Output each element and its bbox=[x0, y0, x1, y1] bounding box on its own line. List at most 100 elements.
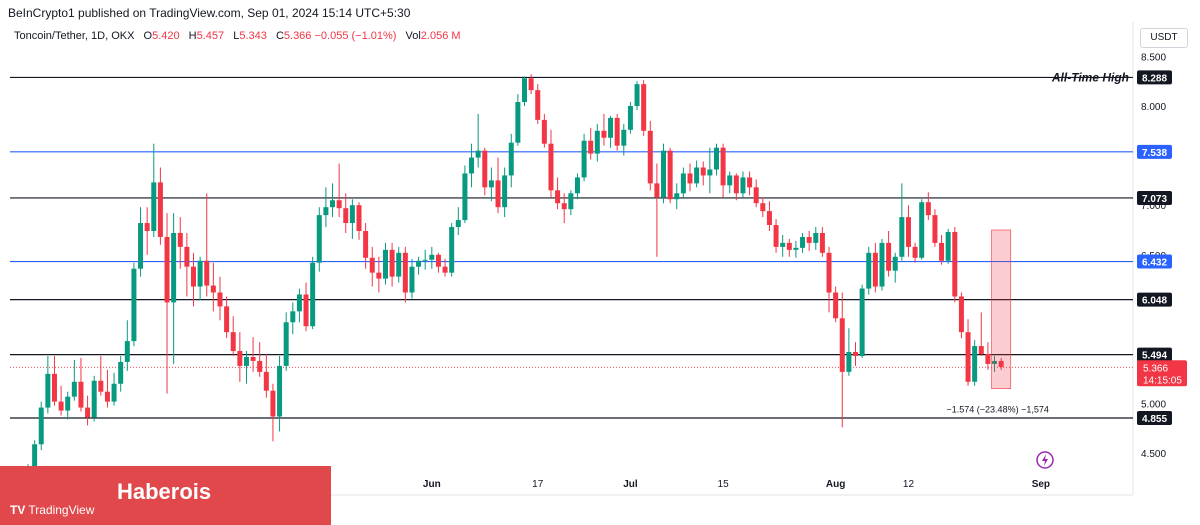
candle-body[interactable] bbox=[674, 193, 680, 200]
candle-body[interactable] bbox=[919, 202, 925, 258]
candle-body[interactable] bbox=[51, 373, 57, 402]
candle-body[interactable] bbox=[38, 407, 44, 445]
candle-body[interactable] bbox=[270, 390, 276, 417]
candle-body[interactable] bbox=[614, 117, 620, 146]
candle-body[interactable] bbox=[396, 252, 402, 277]
candle-body[interactable] bbox=[780, 242, 786, 247]
level-price-tag[interactable]: 5.494 bbox=[1137, 347, 1172, 362]
candle-body[interactable] bbox=[164, 236, 170, 303]
candle-body[interactable] bbox=[733, 175, 739, 194]
candle-body[interactable] bbox=[283, 322, 289, 366]
candle-body[interactable] bbox=[422, 259, 428, 261]
candle-body[interactable] bbox=[647, 130, 653, 184]
candle-body[interactable] bbox=[886, 242, 892, 271]
candle-body[interactable] bbox=[621, 129, 627, 146]
candle-body[interactable] bbox=[502, 175, 508, 208]
candle-body[interactable] bbox=[912, 246, 918, 258]
candle-body[interactable] bbox=[363, 230, 369, 258]
currency-selector[interactable]: USDT bbox=[1140, 28, 1188, 48]
candle-body[interactable] bbox=[389, 249, 395, 277]
candle-body[interactable] bbox=[151, 182, 157, 231]
candle-body[interactable] bbox=[574, 177, 580, 194]
candle-body[interactable] bbox=[786, 242, 792, 250]
candle-body[interactable] bbox=[177, 232, 183, 247]
candle-body[interactable] bbox=[806, 236, 812, 243]
candle-body[interactable] bbox=[495, 180, 501, 208]
candle-body[interactable] bbox=[250, 356, 256, 361]
candle-body[interactable] bbox=[694, 167, 700, 184]
candle-body[interactable] bbox=[217, 292, 223, 307]
candle-body[interactable] bbox=[892, 256, 898, 271]
candle-body[interactable] bbox=[455, 220, 461, 228]
candle-body[interactable] bbox=[191, 266, 196, 287]
candle-body[interactable] bbox=[952, 231, 958, 297]
candle-body[interactable] bbox=[85, 407, 91, 418]
measure-box[interactable] bbox=[991, 229, 1012, 390]
candle-body[interactable] bbox=[98, 380, 104, 392]
candle-body[interactable] bbox=[409, 266, 415, 293]
candle-body[interactable] bbox=[243, 356, 249, 366]
candle-body[interactable] bbox=[369, 257, 375, 273]
candle-body[interactable] bbox=[555, 190, 561, 204]
symbol-name[interactable]: Toncoin/Tether, 1D, OKX bbox=[14, 30, 135, 42]
candle-body[interactable] bbox=[224, 306, 230, 333]
candle-body[interactable] bbox=[879, 242, 885, 287]
candle-body[interactable] bbox=[508, 142, 514, 176]
candle-body[interactable] bbox=[204, 260, 210, 286]
candle-body[interactable] bbox=[965, 332, 971, 382]
candle-body[interactable] bbox=[833, 292, 839, 319]
candle-body[interactable] bbox=[131, 268, 137, 342]
candle-body[interactable] bbox=[336, 200, 342, 209]
candle-body[interactable] bbox=[277, 365, 283, 417]
candle-body[interactable] bbox=[998, 360, 1004, 367]
candle-body[interactable] bbox=[316, 215, 322, 263]
candle-body[interactable] bbox=[237, 351, 243, 366]
candle-body[interactable] bbox=[800, 236, 806, 248]
candle-body[interactable] bbox=[522, 78, 527, 103]
candle-body[interactable] bbox=[488, 180, 494, 188]
candle-body[interactable] bbox=[958, 296, 964, 333]
candle-body[interactable] bbox=[839, 318, 845, 372]
candle-body[interactable] bbox=[978, 346, 984, 354]
candle-body[interactable] bbox=[588, 140, 594, 154]
candle-body[interactable] bbox=[323, 207, 329, 216]
candle-body[interactable] bbox=[727, 175, 733, 186]
candle-body[interactable] bbox=[515, 102, 521, 143]
symbol-legend[interactable]: Toncoin/Tether, 1D, OKX O5.420 H5.457 L5… bbox=[14, 30, 461, 42]
candle-body[interactable] bbox=[429, 254, 435, 260]
candle-body[interactable] bbox=[330, 200, 336, 208]
candle-body[interactable] bbox=[171, 232, 177, 303]
candle-body[interactable] bbox=[230, 332, 236, 352]
candle-body[interactable] bbox=[601, 130, 607, 138]
candle-body[interactable] bbox=[700, 167, 706, 176]
level-price-tag[interactable]: 7.073 bbox=[1137, 190, 1172, 205]
candle-body[interactable] bbox=[594, 130, 600, 154]
candle-body[interactable] bbox=[376, 272, 382, 279]
candle-body[interactable] bbox=[449, 227, 455, 273]
candle-body[interactable] bbox=[290, 311, 296, 323]
candle-body[interactable] bbox=[945, 231, 951, 261]
candle-body[interactable] bbox=[826, 252, 832, 293]
candle-body[interactable] bbox=[210, 285, 216, 293]
candle-body[interactable] bbox=[535, 90, 541, 120]
candle-body[interactable] bbox=[899, 217, 905, 257]
candle-body[interactable] bbox=[687, 173, 693, 184]
candle-body[interactable] bbox=[773, 225, 779, 247]
candle-body[interactable] bbox=[104, 391, 110, 402]
candle-body[interactable] bbox=[482, 150, 488, 188]
candle-body[interactable] bbox=[184, 246, 190, 267]
candle-body[interactable] bbox=[349, 205, 355, 224]
candle-body[interactable] bbox=[118, 361, 124, 384]
candle-body[interactable] bbox=[661, 150, 667, 198]
candle-body[interactable] bbox=[343, 208, 349, 224]
candle-body[interactable] bbox=[819, 232, 825, 253]
candle-body[interactable] bbox=[753, 187, 759, 204]
candle-body[interactable] bbox=[972, 346, 978, 382]
candle-body[interactable] bbox=[296, 294, 302, 312]
candle-body[interactable] bbox=[435, 254, 441, 267]
candle-body[interactable] bbox=[157, 182, 163, 237]
candle-body[interactable] bbox=[720, 147, 726, 186]
candle-body[interactable] bbox=[32, 444, 38, 467]
candle-body[interactable] bbox=[303, 294, 309, 327]
candle-body[interactable] bbox=[561, 203, 567, 210]
